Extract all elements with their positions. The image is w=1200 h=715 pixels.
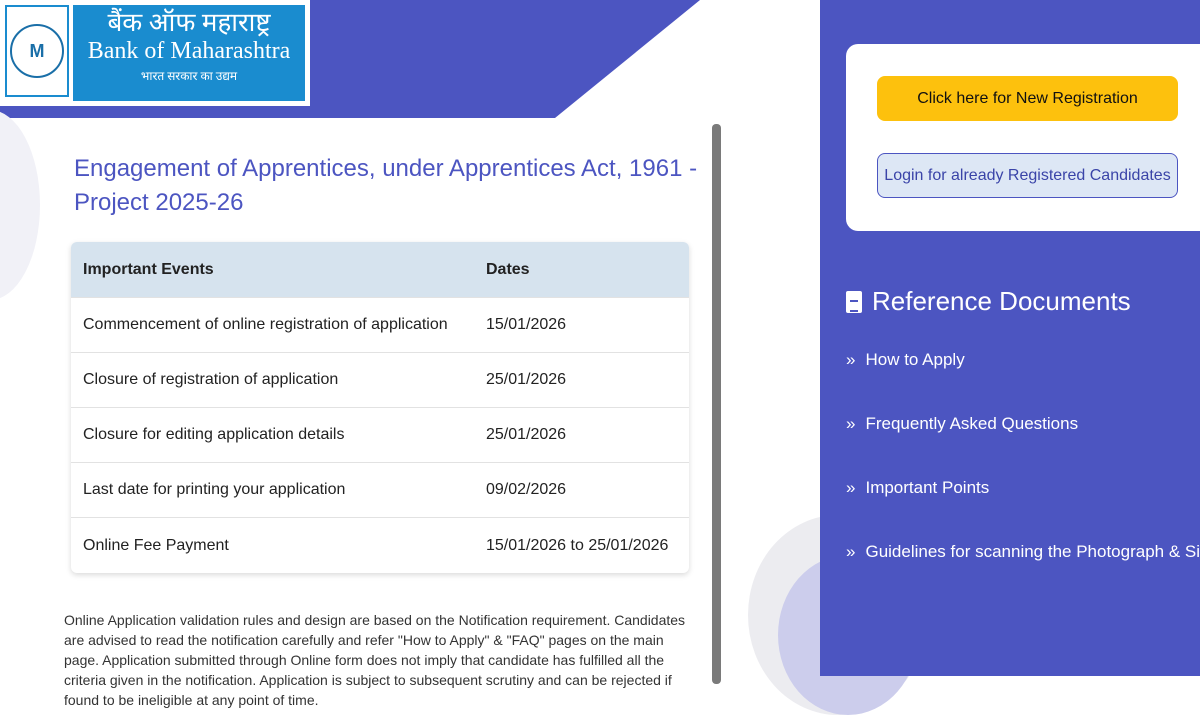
link-label[interactable]: How to Apply <box>865 350 965 369</box>
table-header: Important Events Dates <box>71 242 689 298</box>
logo-english: Bank of Maharashtra <box>87 38 291 64</box>
reference-title: Reference Documents <box>872 286 1131 316</box>
chevron-double-right-icon: » <box>846 350 856 369</box>
bank-logo[interactable]: M बैंक ऑफ महाराष्ट्र Bank of Maharashtra… <box>0 0 310 106</box>
login-button[interactable]: Login for already Registered Candidates <box>877 153 1178 198</box>
link-label[interactable]: Important Points <box>865 478 990 497</box>
table-row: Closure for editing application details 2… <box>71 408 689 463</box>
seal-icon: M <box>5 5 69 97</box>
event-cell: Last date for printing your application <box>83 481 346 498</box>
link-faq[interactable]: » Frequently Asked Questions <box>846 414 1078 434</box>
link-how-to-apply[interactable]: » How to Apply <box>846 350 965 370</box>
chevron-double-right-icon: » <box>846 542 856 561</box>
page-title: Engagement of Apprentices, under Apprent… <box>74 155 698 216</box>
link-label[interactable]: Guidelines for scanning the Photograph &… <box>865 542 1200 561</box>
registration-card: Click here for New Registration Login fo… <box>846 44 1200 231</box>
sidebar: Click here for New Registration Login fo… <box>820 0 1200 676</box>
chevron-double-right-icon: » <box>846 478 856 497</box>
event-cell: Online Fee Payment <box>83 536 229 554</box>
date-cell: 15/01/2026 <box>486 316 567 333</box>
event-cell: Closure for editing application details <box>83 426 345 443</box>
document-icon <box>846 290 862 313</box>
disclaimer-note: Online Application validation rules and … <box>64 612 686 708</box>
event-cell: Commencement of online registration of a… <box>83 316 448 333</box>
date-cell: 25/01/2026 <box>486 426 567 443</box>
link-label[interactable]: Frequently Asked Questions <box>865 414 1079 433</box>
header-events: Important Events <box>83 260 214 278</box>
logo-hindi: बैंक ऑफ महाराष्ट्र <box>107 8 271 37</box>
table-row: Last date for printing your application 0… <box>71 463 689 518</box>
table-row: Closure of registration of application 25… <box>71 353 689 408</box>
logo-tagline: भारत सरकार का उद्यम <box>140 69 238 83</box>
chevron-double-right-icon: » <box>846 414 856 433</box>
decor-circle <box>0 110 40 300</box>
events-table: Important Events Dates Commencement of o… <box>71 242 689 573</box>
reference-heading: Reference Documents <box>846 286 1131 317</box>
date-cell: 09/02/2026 <box>486 481 567 498</box>
link-guidelines[interactable]: » Guidelines for scanning the Photograph … <box>846 542 1200 562</box>
header-dates: Dates <box>486 260 530 278</box>
new-registration-button[interactable]: Click here for New Registration <box>877 76 1178 121</box>
event-cell: Closure of registration of application <box>83 371 339 388</box>
date-cell: 25/01/2026 <box>486 371 567 388</box>
date-cell: 15/01/2026 to 25/01/2026 <box>486 536 669 554</box>
table-row: Commencement of online registration of a… <box>71 298 689 353</box>
table-row: Online Fee Payment 15/01/2026 to 25/01/20… <box>71 518 689 573</box>
scrollbar[interactable] <box>712 124 721 684</box>
link-important-points[interactable]: » Important Points <box>846 478 989 498</box>
